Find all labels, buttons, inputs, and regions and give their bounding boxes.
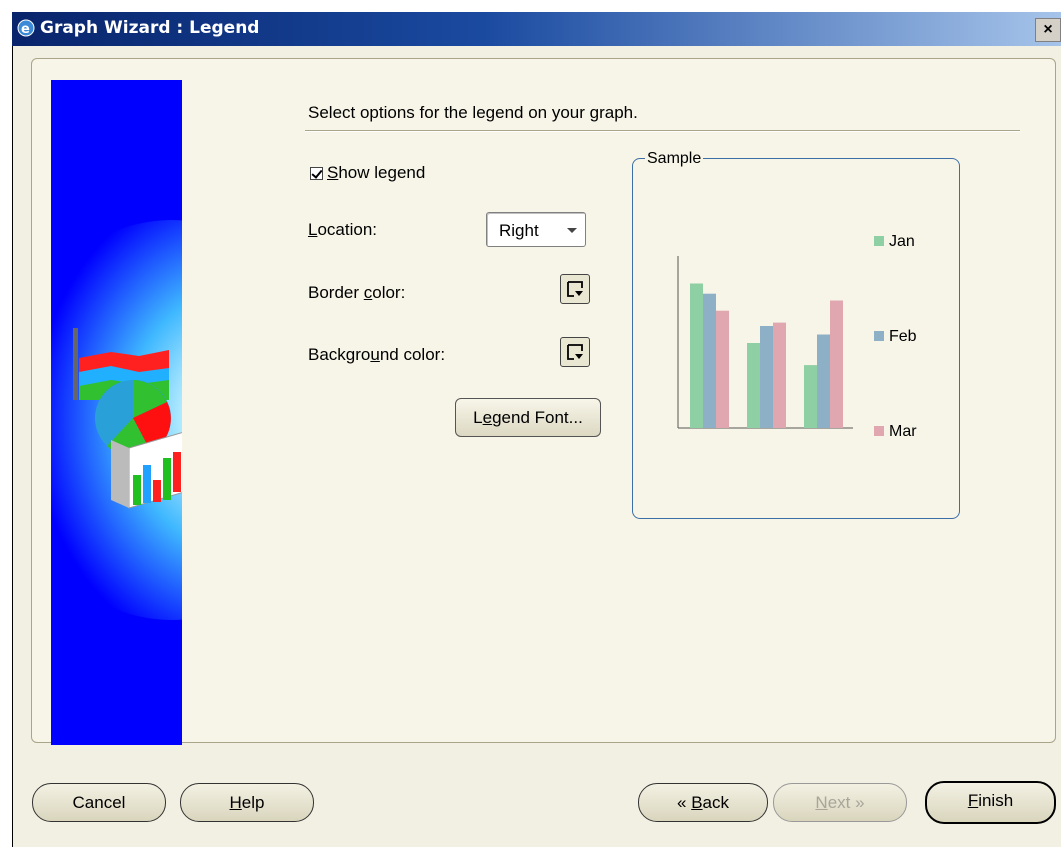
back-button[interactable]: « Back: [638, 783, 768, 822]
legend-swatch-feb: [874, 331, 884, 341]
border-color-button[interactable]: [560, 274, 590, 304]
location-select[interactable]: Right: [486, 212, 586, 247]
cancel-button[interactable]: Cancel: [32, 783, 166, 822]
svg-text:e: e: [21, 22, 30, 37]
help-button[interactable]: Help: [180, 783, 314, 822]
next-button[interactable]: Next »: [773, 783, 907, 822]
legend-label-jan: Jan: [889, 233, 915, 250]
bar-jan-3: [804, 365, 817, 428]
location-label: Location:: [308, 220, 378, 239]
show-legend-label: Show legend: [327, 163, 426, 182]
chevron-down-icon[interactable]: [567, 228, 577, 233]
color-picker-icon: [567, 344, 583, 360]
background-color-label: Background color:: [308, 345, 446, 364]
legend-swatch-jan: [874, 236, 884, 246]
legend-label-mar: Mar: [889, 423, 917, 440]
title-bar: e Graph Wizard : Legend ×: [12, 12, 1061, 46]
bar-feb-3: [817, 334, 830, 428]
border-color-label: Border color:: [308, 283, 406, 302]
bar-jan-1: [690, 283, 703, 428]
sample-preview-frame: [632, 158, 960, 519]
checkbox-checked-icon[interactable]: [310, 166, 323, 180]
location-selected-value: Right: [499, 221, 539, 240]
finish-button[interactable]: Finish: [925, 781, 1056, 824]
wizard-window: [12, 46, 1061, 847]
graph-wizard-illustration: [51, 80, 182, 745]
app-icon: e: [17, 19, 35, 37]
divider: [305, 130, 1020, 132]
show-legend-checkbox[interactable]: Show legend: [310, 163, 425, 183]
next-button-label: Next: [815, 793, 851, 812]
color-picker-icon: [567, 281, 583, 297]
wizard-banner-image: [51, 80, 182, 745]
sample-chart: Jan Feb Mar: [677, 233, 917, 440]
legend-font-button[interactable]: Legend Font...: [455, 398, 601, 437]
legend-label-feb: Feb: [889, 328, 917, 345]
window-title: Graph Wizard : Legend: [40, 18, 260, 38]
help-button-label: Help: [229, 793, 265, 812]
bar-jan-2: [747, 343, 760, 428]
legend-swatch-mar: [874, 426, 884, 436]
bar-mar-1: [716, 310, 729, 428]
sample-title: Sample: [645, 150, 704, 168]
back-button-label: Back: [691, 793, 729, 812]
close-button[interactable]: ×: [1035, 18, 1061, 42]
bar-mar-3: [830, 300, 843, 428]
chevron-left-icon: «: [677, 793, 692, 812]
chevron-right-icon: »: [850, 793, 865, 812]
bar-feb-1: [703, 293, 716, 428]
bar-feb-2: [760, 326, 773, 428]
bar-mar-2: [773, 322, 786, 428]
instruction-text: Select options for the legend on your gr…: [308, 103, 638, 122]
background-color-button[interactable]: [560, 337, 590, 367]
